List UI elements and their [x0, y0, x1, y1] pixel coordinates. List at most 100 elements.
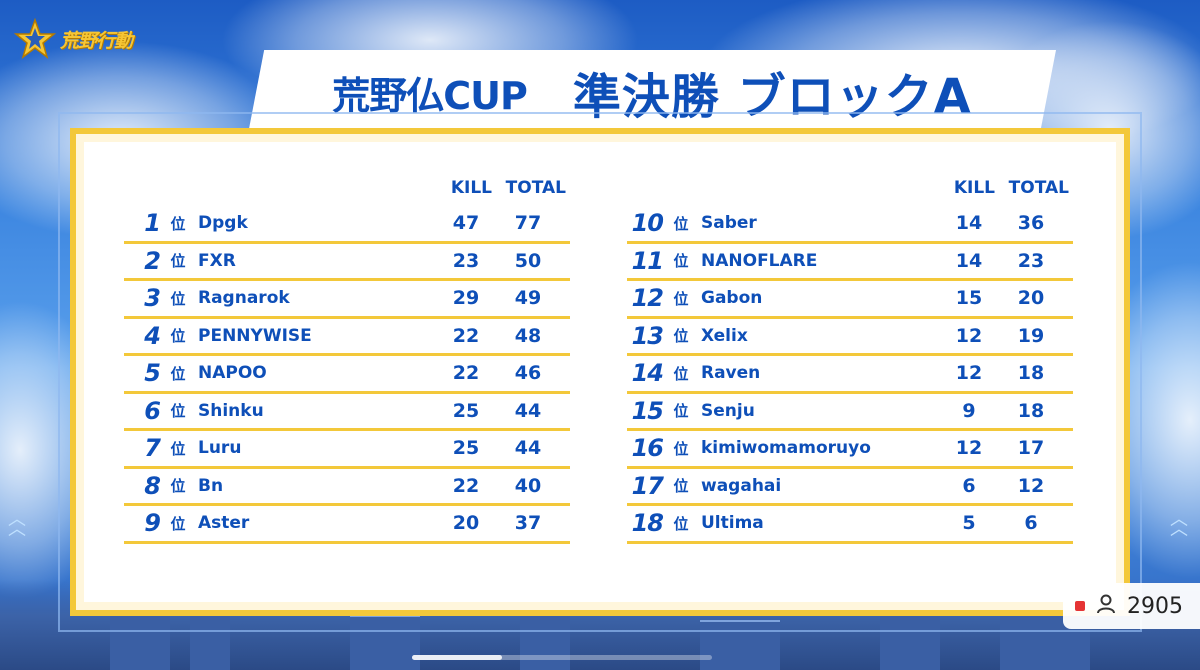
kill-count: 25	[452, 437, 480, 460]
game-logo: 荒野行動	[13, 17, 133, 60]
total-points: 36	[1017, 212, 1045, 235]
total-points: 44	[514, 399, 542, 422]
total-points: 40	[514, 474, 542, 497]
total-points: 49	[514, 287, 542, 310]
rank-suffix: 位	[170, 514, 186, 533]
star-logo-icon	[13, 17, 57, 60]
team-name: FXR	[198, 250, 236, 271]
total-points: 6	[1024, 512, 1038, 535]
table-row: 11 位 NANOFLARE 14 23	[627, 244, 1073, 281]
total-points: 44	[514, 437, 542, 460]
table-row: 6 位 Shinku 25 44	[124, 394, 570, 431]
kill-count: 25	[452, 399, 480, 422]
rank-number: 17	[631, 471, 664, 500]
rank-number: 7	[144, 434, 161, 463]
rank-number: 15	[631, 396, 664, 425]
team-name: Xelix	[701, 325, 748, 346]
table-row: 17 位 wagahai 6 12	[627, 469, 1073, 506]
kill-count: 22	[452, 324, 480, 347]
total-points: 77	[514, 212, 542, 235]
rank-number: 13	[631, 321, 664, 350]
logo-text: 荒野行動	[60, 29, 133, 52]
rank-suffix: 位	[673, 214, 689, 233]
table-row: 5 位 NAPOO 22 46	[124, 356, 570, 394]
rank-suffix: 位	[170, 252, 186, 271]
rank-suffix: 位	[673, 439, 689, 458]
chevron-up-icon: ︿ ︿	[8, 509, 26, 540]
total-header: TOTAL	[505, 178, 566, 198]
live-record-icon	[1075, 601, 1085, 611]
page-title: 荒野仏CUP 準決勝 ブロックA	[248, 50, 1056, 134]
rank-suffix: 位	[170, 327, 186, 346]
table-row: 16 位 kimiwomamoruyo 12 17	[627, 431, 1073, 469]
total-points: 48	[514, 324, 542, 347]
team-name: Aster	[198, 513, 250, 534]
kill-count: 12	[955, 324, 983, 347]
kill-count: 14	[955, 249, 983, 272]
rank-suffix: 位	[673, 514, 689, 533]
kill-count: 14	[955, 212, 983, 235]
rank-suffix: 位	[673, 252, 689, 271]
rank-suffix: 位	[673, 477, 689, 496]
kill-count: 15	[955, 287, 983, 310]
stage-name: 準決勝 ブロックA	[572, 69, 972, 125]
viewer-count: 2905	[1127, 593, 1183, 619]
team-name: kimiwomamoruyo	[701, 438, 871, 459]
table-row: 12 位 Gabon 15 20	[627, 281, 1073, 319]
rank-suffix: 位	[170, 289, 186, 308]
rank-number: 12	[631, 284, 664, 313]
total-points: 20	[1017, 287, 1045, 310]
standings-panel: KILL TOTAL 1 位 Dpgk 47 77 2 位 FXR 23 50 3 位 Ragnarok…	[70, 128, 1130, 616]
kill-count: 12	[955, 362, 983, 385]
total-points: 12	[1017, 474, 1045, 497]
rank-number: 18	[631, 509, 664, 538]
rank-suffix: 位	[673, 402, 689, 421]
table-row: 1 位 Dpgk 47 77	[124, 206, 570, 244]
rank-number: 3	[144, 284, 161, 313]
kill-count: 29	[452, 287, 480, 310]
kill-count: 22	[452, 362, 480, 385]
kill-count: 12	[955, 437, 983, 460]
rank-number: 4	[144, 321, 161, 350]
table-row: 13 位 Xelix 12 19	[627, 319, 1073, 356]
rank-suffix: 位	[170, 402, 186, 421]
total-points: 37	[514, 512, 542, 535]
playback-progress-fill	[412, 655, 502, 660]
rank-suffix: 位	[673, 364, 689, 383]
kill-count: 6	[962, 474, 976, 497]
kill-header: KILL	[953, 178, 995, 198]
team-name: Ragnarok	[198, 288, 290, 309]
chevron-up-icon: ︿ ︿	[1170, 509, 1188, 540]
rank-number: 2	[144, 246, 161, 275]
team-name: Bn	[198, 475, 224, 496]
team-name: Saber	[701, 213, 757, 234]
total-points: 46	[514, 362, 542, 385]
viewer-count-badge[interactable]: 2905	[1063, 583, 1200, 629]
total-header: TOTAL	[1008, 178, 1069, 198]
total-points: 18	[1017, 362, 1045, 385]
kill-header: KILL	[450, 178, 492, 198]
total-points: 23	[1017, 249, 1045, 272]
table-row: 2 位 FXR 23 50	[124, 244, 570, 281]
rank-number: 6	[144, 396, 161, 425]
team-name: Senju	[701, 400, 755, 421]
rank-number: 11	[631, 246, 664, 275]
table-row: 7 位 Luru 25 44	[124, 431, 570, 469]
table-row: 3 位 Ragnarok 29 49	[124, 281, 570, 319]
table-row: 15 位 Senju 9 18	[627, 394, 1073, 431]
team-name: Raven	[701, 363, 761, 384]
team-name: wagahai	[701, 475, 782, 496]
kill-count: 20	[452, 512, 480, 535]
title-banner	[248, 50, 1056, 134]
playback-progress-bar[interactable]	[412, 655, 712, 660]
table-row: 4 位 PENNYWISE 22 48	[124, 319, 570, 356]
rank-suffix: 位	[170, 439, 186, 458]
team-name: Luru	[198, 438, 242, 459]
kill-count: 5	[962, 512, 976, 535]
rank-number: 9	[144, 509, 161, 538]
column-header: KILL TOTAL	[124, 170, 570, 206]
total-points: 50	[514, 249, 542, 272]
team-name: NAPOO	[198, 363, 267, 384]
team-name: Ultima	[701, 513, 764, 534]
rank-number: 1	[144, 209, 161, 238]
